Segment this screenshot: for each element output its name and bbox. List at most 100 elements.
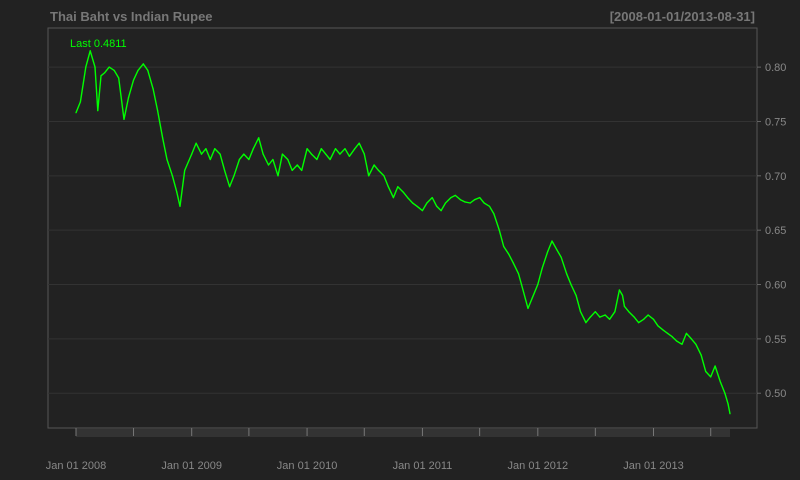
data-point <box>705 370 707 373</box>
data-point <box>392 197 394 199</box>
data-point <box>334 148 337 150</box>
data-point <box>440 210 442 212</box>
data-point <box>614 311 616 313</box>
data-point <box>243 153 245 155</box>
data-point <box>575 294 577 296</box>
data-point <box>277 175 279 177</box>
y-axis: 0.80 0.75 0.70 0.65 0.60 0.55 0.50 <box>757 62 786 400</box>
data-point <box>412 202 414 204</box>
data-point <box>609 318 611 320</box>
data-point <box>498 229 500 231</box>
data-point <box>604 314 606 316</box>
data-point <box>729 413 731 415</box>
data-point <box>123 118 125 120</box>
data-point <box>700 354 702 356</box>
data-point <box>681 343 683 345</box>
x-tick-label: Jan 01 2013 <box>623 460 684 472</box>
x-tick-label: Jan 01 2012 <box>508 460 569 472</box>
data-point <box>229 186 231 188</box>
data-point <box>363 153 365 155</box>
data-point <box>339 153 341 155</box>
data-point <box>416 205 418 207</box>
data-point <box>714 365 716 367</box>
data-point <box>108 66 110 68</box>
data-point <box>450 197 452 199</box>
data-point <box>727 403 729 405</box>
data-point <box>508 253 510 255</box>
data-point <box>421 210 423 212</box>
data-point <box>579 311 582 313</box>
date-range-label: [2008-01-01/2013-08-31] <box>610 9 755 24</box>
data-point <box>209 158 211 161</box>
data-point <box>272 158 274 161</box>
data-point <box>662 329 664 331</box>
data-point <box>281 153 283 155</box>
data-point <box>320 148 322 150</box>
data-point <box>719 381 722 383</box>
x-axis-band <box>76 429 730 437</box>
data-point <box>527 307 529 309</box>
data-point <box>344 148 346 150</box>
y-tick-label: 0.50 <box>765 388 786 400</box>
data-point <box>132 79 135 81</box>
data-point <box>643 318 645 320</box>
data-point <box>205 148 207 150</box>
data-point <box>436 205 438 207</box>
data-point <box>647 314 649 316</box>
data-point <box>431 197 433 199</box>
data-point <box>75 112 77 114</box>
data-point <box>469 202 471 204</box>
data-point <box>479 197 481 199</box>
data-point <box>179 205 181 207</box>
data-point <box>531 297 534 299</box>
data-point <box>325 153 327 155</box>
data-point <box>459 199 461 201</box>
data-point <box>287 158 289 161</box>
data-point <box>397 186 399 188</box>
data-point <box>224 169 226 171</box>
data-point <box>695 343 697 345</box>
y-tick-label: 0.65 <box>765 225 786 237</box>
data-point <box>566 273 568 275</box>
data-point <box>628 311 630 313</box>
data-point <box>113 69 115 71</box>
x-tick-label: Jan 01 2009 <box>161 460 222 472</box>
last-value-label: Last 0.4811 <box>70 38 127 50</box>
data-point <box>137 69 139 71</box>
data-point <box>219 153 221 155</box>
data-point <box>373 164 375 166</box>
data-point <box>426 202 428 204</box>
y-tick-label: 0.75 <box>765 116 786 128</box>
data-point <box>233 175 235 177</box>
y-tick-label: 0.70 <box>765 171 786 183</box>
data-point <box>200 153 203 155</box>
data-point <box>383 175 385 177</box>
data-point <box>483 202 485 204</box>
data-point <box>171 175 173 177</box>
data-point <box>94 66 96 68</box>
data-point <box>454 194 456 196</box>
data-point <box>191 153 193 155</box>
data-point <box>551 240 553 242</box>
data-point <box>522 289 524 291</box>
data-point <box>267 164 270 166</box>
data-point <box>85 66 87 68</box>
data-point <box>710 376 712 378</box>
data-point <box>79 101 81 103</box>
x-tick-label: Jan 01 2010 <box>277 460 338 472</box>
data-point <box>556 249 558 251</box>
data-point <box>354 148 356 150</box>
data-point <box>493 213 495 215</box>
data-point <box>89 50 91 52</box>
data-point <box>402 191 404 193</box>
data-point <box>671 336 673 338</box>
data-point <box>104 72 106 74</box>
x-tick-label: Jan 01 2011 <box>393 460 453 472</box>
data-point <box>252 148 254 150</box>
data-point <box>512 262 514 264</box>
data-point <box>176 191 178 193</box>
data-point <box>503 245 505 248</box>
data-point <box>685 332 688 334</box>
series-line <box>75 50 731 414</box>
